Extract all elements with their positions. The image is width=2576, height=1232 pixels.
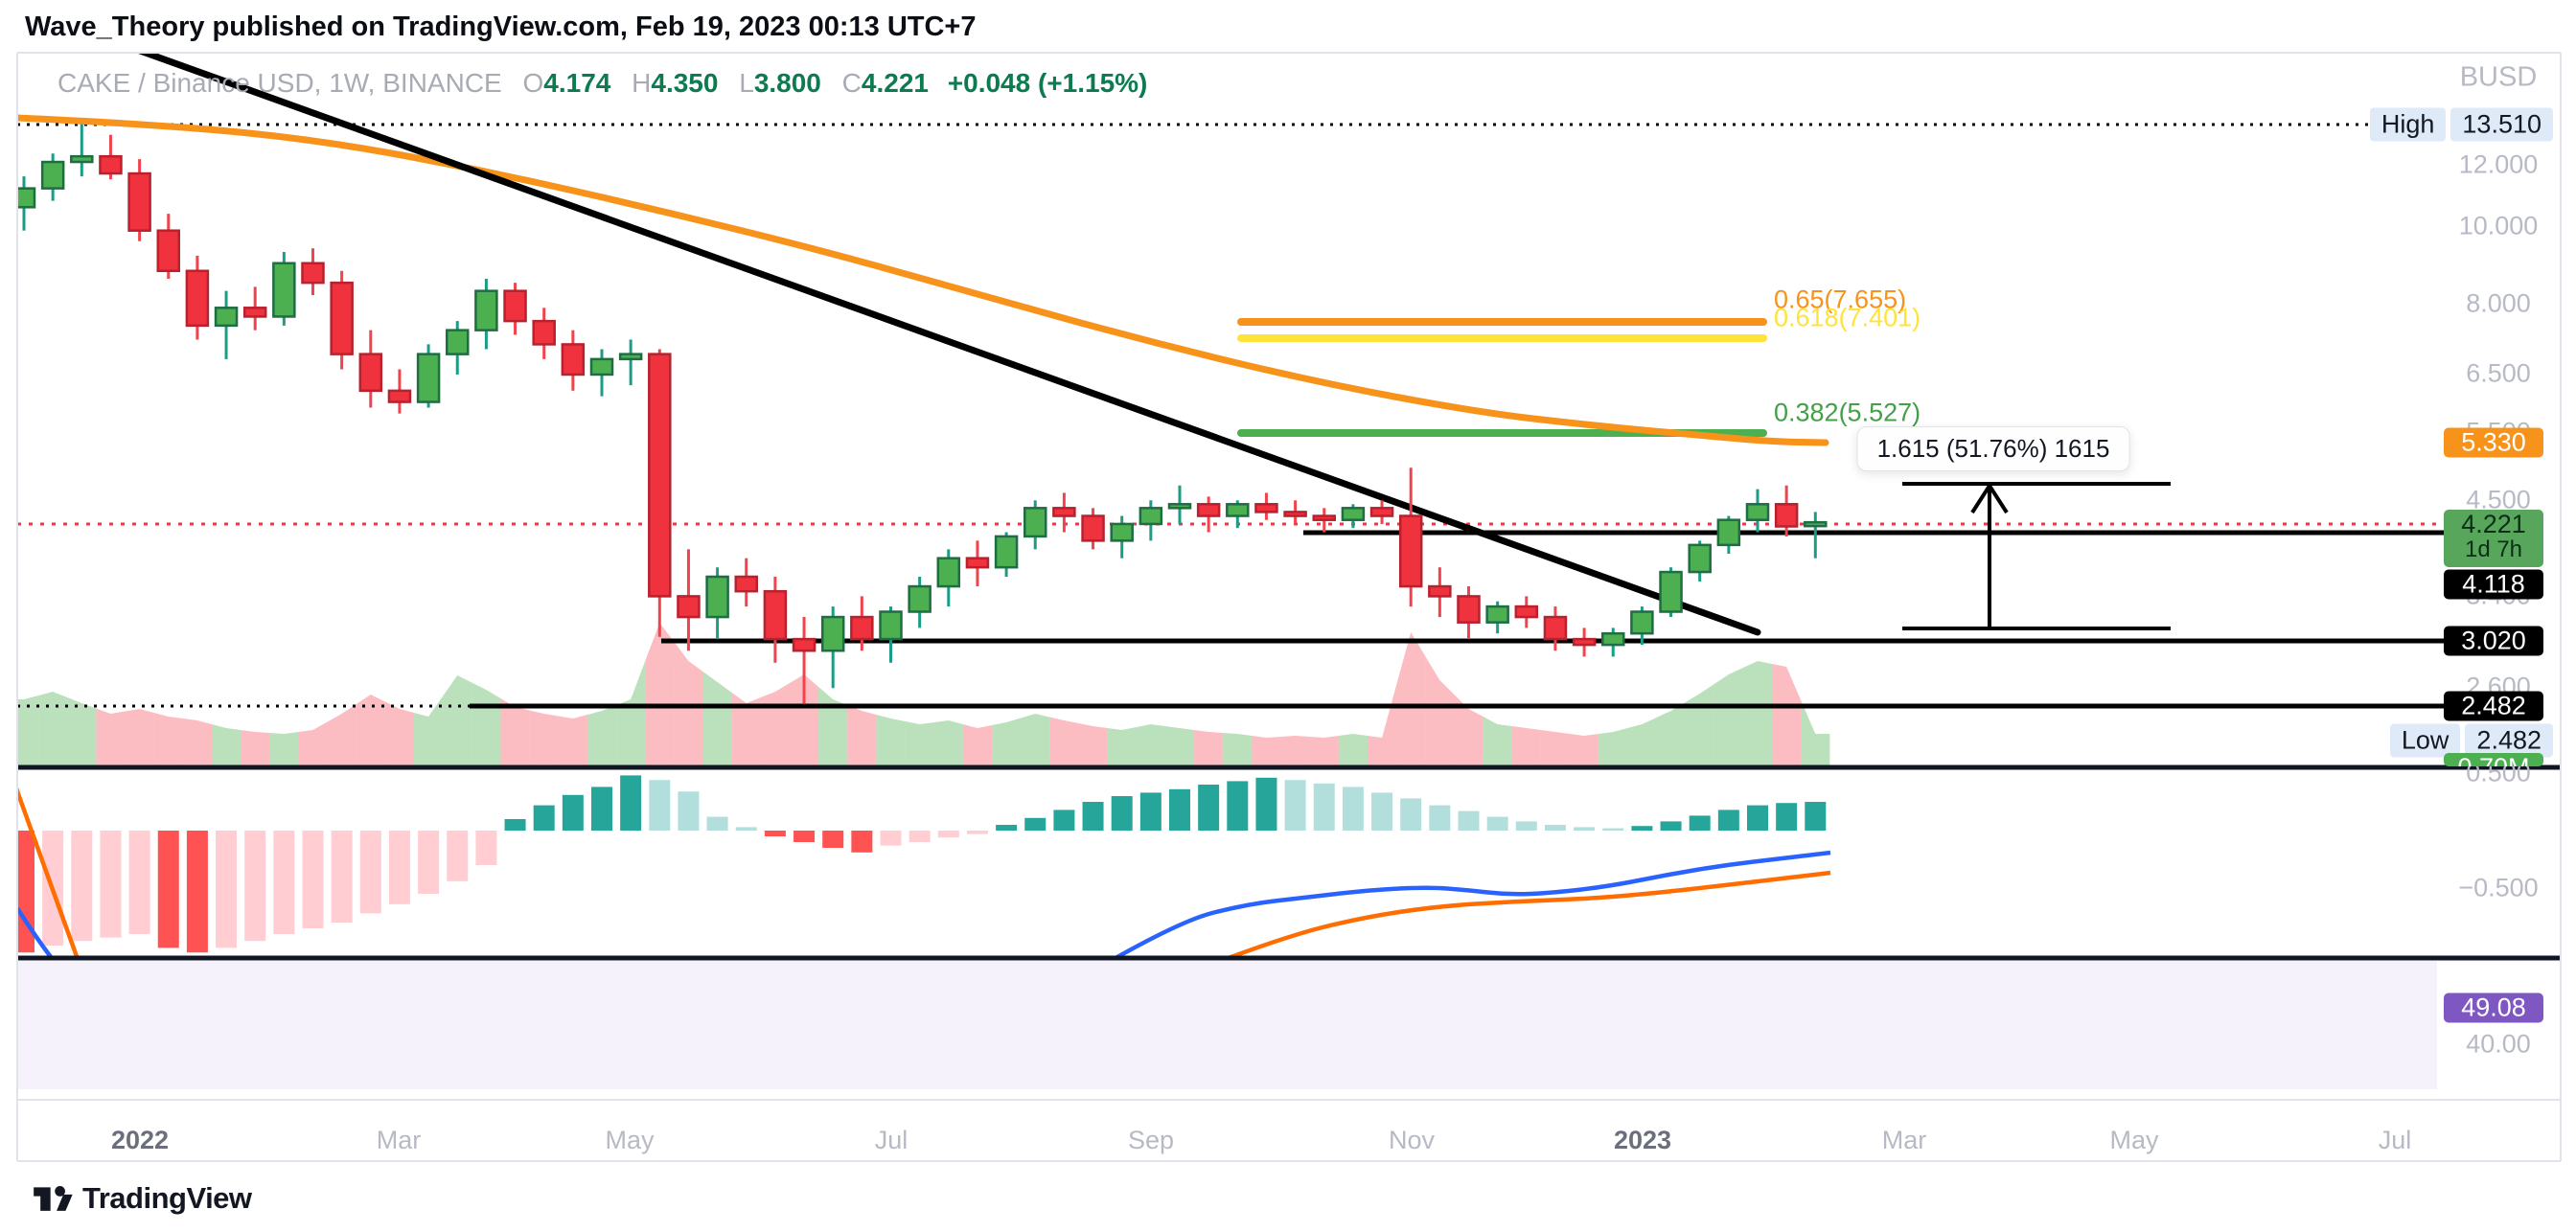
tradingview-wordmark: TradingView [82, 1181, 252, 1215]
price-badge: 49.08 [2444, 992, 2543, 1023]
high-label: High [2369, 107, 2447, 142]
time-axis-label: Mar [376, 1126, 422, 1154]
time-axis-label: Nov [1388, 1126, 1436, 1154]
axis-tick: 4.500 [2466, 485, 2531, 514]
low-marker-row: Low 2.482 [2336, 723, 2553, 758]
high-value: 4.350 [651, 68, 719, 98]
high-marker-row: High 13.510 [2336, 107, 2553, 142]
low-label: L [739, 68, 754, 98]
axis-tick: 10.000 [2458, 211, 2539, 240]
measure-tooltip: 1.615 (51.76%) 1615 [1856, 426, 2130, 471]
axis-tick: −0.500 [2458, 873, 2539, 902]
fib-level-label: 0.382(5.527) [1774, 398, 1921, 427]
time-axis-label: Sep [1127, 1126, 1175, 1154]
time-axis-label: 2022 [110, 1126, 170, 1154]
time-axis-label: 2023 [1613, 1126, 1672, 1154]
close-value: 4.221 [861, 68, 929, 98]
axis-tick: 12.000 [2458, 149, 2539, 179]
axis-tick: 6.500 [2466, 358, 2531, 388]
axis-tick: 40.00 [2466, 1029, 2531, 1059]
time-axis-label: Jul [2378, 1126, 2412, 1154]
open-value: 4.174 [543, 68, 611, 98]
low-value: 3.800 [753, 68, 821, 98]
fib-level-label: 0.618(7.401) [1774, 303, 1921, 332]
time-axis-label: Mar [1881, 1126, 1927, 1154]
symbol-legend: CAKE / Binance USD, 1W, BINANCE O4.174 H… [58, 68, 1147, 99]
price-badge: 3.020 [2444, 626, 2543, 656]
price-badge: 0.70M [2444, 753, 2543, 766]
fib-level-label: 0.65(7.655) [1774, 285, 1907, 314]
symbol-name: CAKE / Binance USD, 1W, BINANCE [58, 68, 502, 98]
price-badge: 2.482 [2444, 691, 2543, 721]
low-label: Low [2389, 723, 2461, 758]
time-axis-label: May [2109, 1126, 2159, 1154]
low-value: 2.482 [2465, 723, 2553, 758]
time-axis-label: May [605, 1126, 655, 1154]
high-label: H [632, 68, 652, 98]
price-badge: 5.330 [2444, 427, 2543, 458]
high-value: 13.510 [2450, 107, 2553, 142]
time-axis-label: Jul [874, 1126, 908, 1154]
publish-header: Wave_Theory published on TradingView.com… [25, 11, 977, 42]
axis-tick: 8.000 [2466, 288, 2531, 318]
close-label: C [841, 68, 862, 98]
price-badge: 4.221 1d 7h [2444, 510, 2543, 567]
change-value: +0.048 (+1.15%) [947, 68, 1148, 98]
axis-currency-label: BUSD [2459, 61, 2538, 93]
tradingview-icon [34, 1186, 73, 1211]
tradingview-logo[interactable]: TradingView [33, 1178, 252, 1219]
open-label: O [522, 68, 544, 98]
price-badge: 4.118 [2444, 569, 2543, 600]
